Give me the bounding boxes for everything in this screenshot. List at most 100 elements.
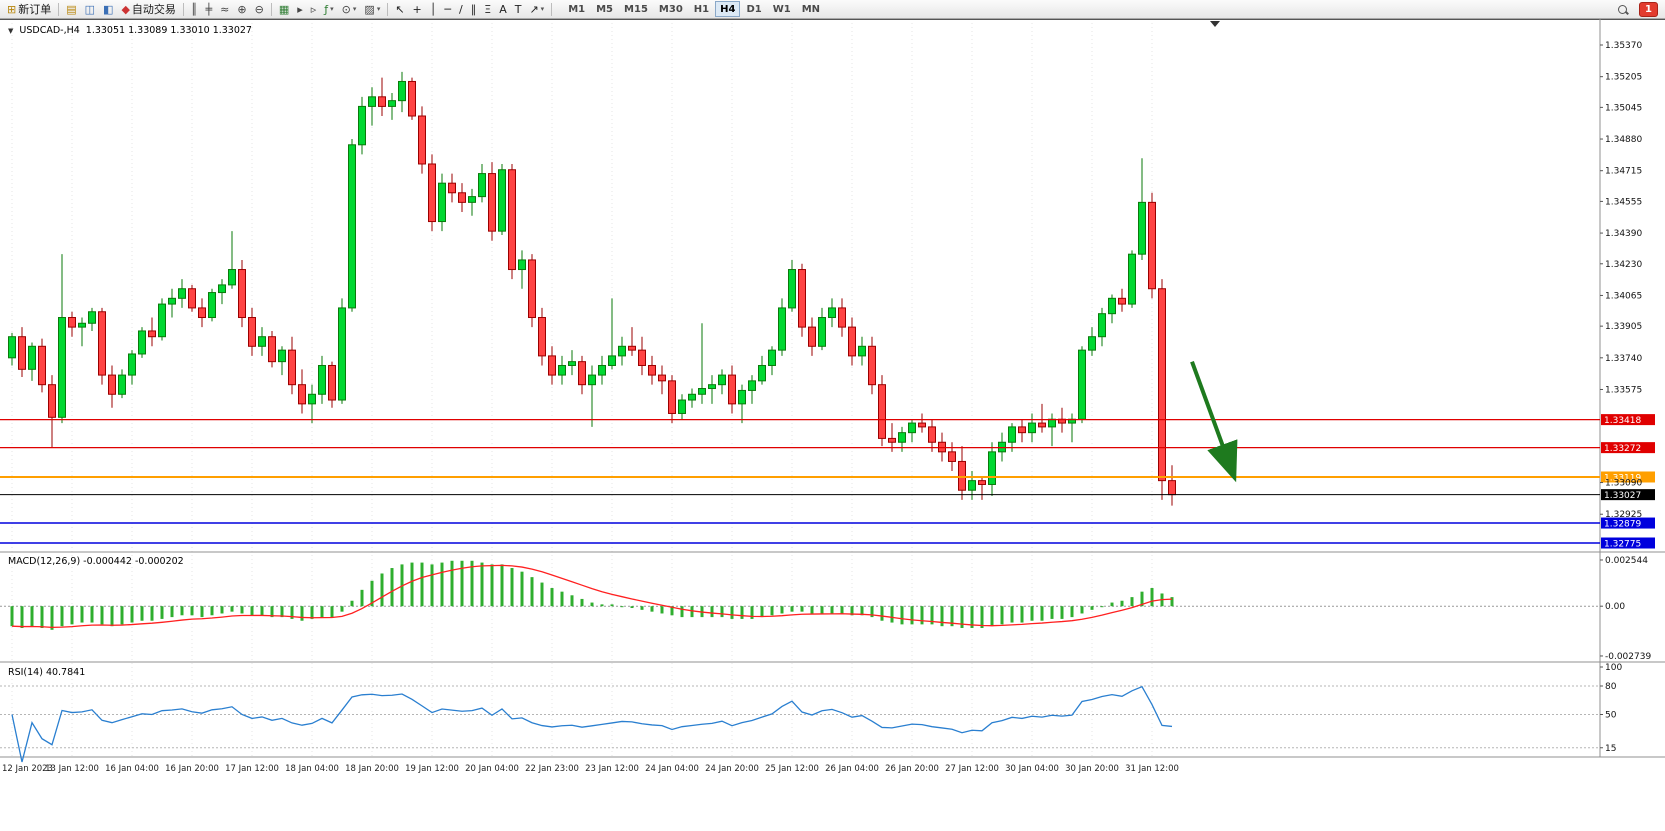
toolbar: ⊞ 新订单 ▤ ◫ ◧ ◆ 自动交易 ║ ╪ ≈ ⊕ ⊖ ▦ ▸ ▹ ƒ ▾ ⊙ ▾ ▨ ▾ ↖ + │ ─ / ∥ Ξ A T ↗ ▾ M1… <box>0 0 1665 19</box>
data-window-button[interactable]: ◧ <box>99 1 117 18</box>
zoom-in-button[interactable]: ⊕ <box>233 1 250 18</box>
channel-button[interactable]: ∥ <box>467 1 481 18</box>
time-label: 30 Jan 20:00 <box>1065 764 1119 774</box>
candle <box>628 327 636 356</box>
candle <box>708 375 716 404</box>
dropdown-caret-icon: ▾ <box>330 5 334 13</box>
price-tag <box>1601 489 1655 501</box>
candle <box>328 361 336 408</box>
candle <box>578 355 586 395</box>
time-label: 18 Jan 04:00 <box>285 764 339 774</box>
label-button[interactable]: T <box>511 1 526 18</box>
timeframe-w1-button[interactable]: W1 <box>768 1 796 17</box>
zoom-out-button[interactable]: ⊖ <box>251 1 268 18</box>
timeframe-mn-button[interactable]: MN <box>797 1 825 17</box>
candle <box>268 330 276 368</box>
candle <box>108 365 116 408</box>
tile-windows-button[interactable]: ▦ <box>275 1 293 18</box>
time-label: 30 Jan 04:00 <box>1005 764 1059 774</box>
time-label: 31 Jan 12:00 <box>1125 764 1179 774</box>
candle <box>398 71 406 113</box>
time-label: 19 Jan 12:00 <box>405 764 459 774</box>
line-chart-mode-button[interactable]: ≈ <box>216 1 233 18</box>
candle <box>1108 294 1116 324</box>
auto-trading-button[interactable]: ◆ 自动交易 <box>117 1 179 18</box>
candle <box>698 323 706 404</box>
svg-text:1.34230: 1.34230 <box>1605 260 1642 270</box>
channel-icon: ∥ <box>470 2 477 16</box>
profiles-icon: ▤ <box>66 2 77 16</box>
auto-scroll-button[interactable]: ▸ <box>293 1 307 18</box>
search-button[interactable] <box>1614 1 1631 18</box>
arrow-annotation[interactable] <box>1190 360 1238 483</box>
toolbar-right: 1 <box>1614 1 1662 18</box>
timeframe-h1-button[interactable]: H1 <box>689 1 714 17</box>
arrows-button[interactable]: ↗ ▾ <box>525 1 548 18</box>
zoom-out-icon: ⊖ <box>254 2 264 16</box>
text-button[interactable]: A <box>495 1 511 18</box>
fibonacci-button[interactable]: Ξ <box>480 1 495 18</box>
candle <box>508 163 516 280</box>
chart-canvas[interactable]: 1.33418 1.33272 1.33119 1.33027 1.32879 1.327… <box>0 19 1665 831</box>
candlestick-mode-icon: ╪ <box>205 2 213 16</box>
svg-text:1.34555: 1.34555 <box>1605 197 1642 207</box>
horizontal-line-icon: ─ <box>444 2 452 16</box>
svg-text:1.35045: 1.35045 <box>1605 103 1642 113</box>
notification-badge[interactable]: 1 <box>1639 1 1658 17</box>
candle <box>88 307 96 331</box>
indicators-button[interactable]: ƒ ▾ <box>320 1 337 18</box>
svg-text:1.33090: 1.33090 <box>1605 479 1642 489</box>
toolbar-separator <box>270 2 272 16</box>
profiles-button[interactable]: ▤ <box>62 1 80 18</box>
candle <box>768 346 776 376</box>
macd-label: MACD(12,26,9) -0.000442 -0.000202 <box>8 556 184 567</box>
time-label: 26 Jan 04:00 <box>825 764 879 774</box>
trendline-button[interactable]: / <box>455 1 467 18</box>
market-watch-button[interactable]: ◫ <box>81 1 99 18</box>
periods-button[interactable]: ⊙ ▾ <box>338 1 361 18</box>
data-window-icon: ◧ <box>103 2 114 16</box>
text-icon: A <box>499 2 507 16</box>
candle <box>568 350 576 376</box>
new-order-button[interactable]: ⊞ 新订单 <box>3 1 55 18</box>
time-label: 16 Jan 20:00 <box>165 764 219 774</box>
indicators-icon: ƒ <box>324 2 329 16</box>
candle <box>148 317 156 347</box>
candle <box>808 317 816 356</box>
toolbar-button-groups: ⊞ 新订单 ▤ ◫ ◧ ◆ 自动交易 ║ ╪ ≈ ⊕ ⊖ ▦ ▸ ▹ ƒ ▾ ⊙ ▾ ▨ ▾ ↖ + │ ─ / ∥ Ξ A T ↗ ▾ <box>3 1 548 18</box>
cursor-button[interactable]: ↖ <box>391 1 408 18</box>
candle <box>718 369 726 395</box>
candlestick-mode-button[interactable]: ╪ <box>202 1 217 18</box>
timeframe-m1-button[interactable]: M1 <box>563 1 590 17</box>
candle <box>538 307 546 366</box>
timeframe-m30-button[interactable]: M30 <box>654 1 688 17</box>
candle <box>1028 413 1036 443</box>
candle <box>408 77 416 120</box>
timeframe-m5-button[interactable]: M5 <box>591 1 618 17</box>
candle <box>78 317 86 347</box>
bar-chart-mode-button[interactable]: ║ <box>187 1 202 18</box>
pane-borders <box>0 19 1665 758</box>
time-label: 25 Jan 12:00 <box>765 764 819 774</box>
price-tag <box>1601 517 1655 529</box>
candle <box>288 336 296 395</box>
chart-shift-button[interactable]: ▹ <box>307 1 321 18</box>
arrows-icon: ↗ <box>529 2 539 16</box>
collapse-triangle-icon[interactable]: ▼ <box>8 26 14 35</box>
candle <box>658 365 666 395</box>
candle <box>188 284 196 312</box>
templates-button[interactable]: ▨ ▾ <box>360 1 384 18</box>
timeframe-m15-button[interactable]: M15 <box>619 1 653 17</box>
candle <box>1018 419 1026 443</box>
timeframe-d1-button[interactable]: D1 <box>741 1 766 17</box>
time-label: 22 Jan 23:00 <box>525 764 579 774</box>
timeframe-h4-button[interactable]: H4 <box>715 1 741 17</box>
chart-window[interactable]: 1.33418 1.33272 1.33119 1.33027 1.32879 1.327… <box>0 19 1665 831</box>
candle <box>818 307 826 351</box>
bar-chart-mode-icon: ║ <box>190 2 198 16</box>
candle <box>348 139 356 312</box>
time-label: 18 Jan 20:00 <box>345 764 399 774</box>
vertical-line-button[interactable]: │ <box>426 1 441 18</box>
crosshair-button[interactable]: + <box>409 1 426 18</box>
horizontal-line-button[interactable]: ─ <box>440 1 455 18</box>
